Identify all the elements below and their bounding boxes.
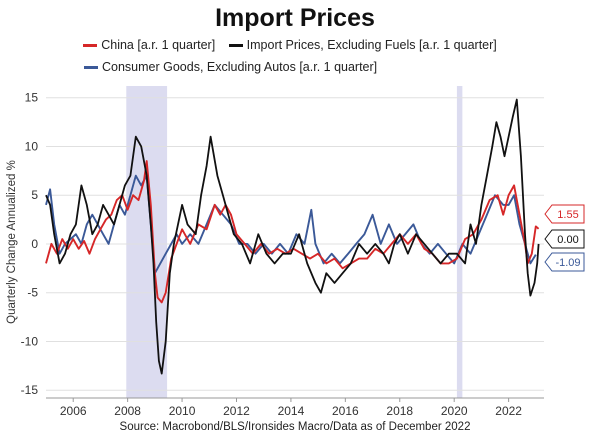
- y-tick-label--5: -5: [27, 286, 38, 300]
- legend-item-consumer-goods[interactable]: Consumer Goods, Excluding Autos [a.r. 1 …: [84, 60, 377, 74]
- end-label-text-2: -1.09: [555, 257, 580, 269]
- legend-swatch-import-prices: [228, 44, 243, 48]
- series-line-0: [45, 160, 540, 304]
- end-label-box-2: [544, 252, 585, 272]
- x-tick-label-2020: 2020: [441, 404, 468, 418]
- legend-item-import-prices[interactable]: Import Prices, Excluding Fuels [a.r. 1 q…: [228, 38, 497, 52]
- end-label-box-0: [544, 204, 585, 224]
- x-tick-label-2018: 2018: [386, 404, 413, 418]
- y-tick-label-10: 10: [25, 139, 39, 153]
- legend-item-china[interactable]: China [a.r. 1 quarter]: [83, 38, 215, 52]
- series-line-2: [45, 174, 537, 275]
- y-tick-label-0: 0: [31, 237, 38, 251]
- legend-row-1: China [a.r. 1 quarter] Import Prices, Ex…: [0, 38, 590, 52]
- x-tick-label-2022: 2022: [495, 404, 522, 418]
- y-tick-label--15: -15: [21, 383, 39, 397]
- y-axis-label: Quarterly Change Annualized %: [6, 160, 18, 324]
- legend-label-consumer-goods: Consumer Goods, Excluding Autos [a.r. 1 …: [102, 60, 378, 74]
- legend-row-2: Consumer Goods, Excluding Autos [a.r. 1 …: [84, 60, 387, 74]
- series-line-1: [45, 98, 540, 375]
- x-tick-label-2008: 2008: [114, 404, 141, 418]
- end-label-box-1: [544, 229, 585, 249]
- y-tick-label--10: -10: [21, 334, 39, 348]
- x-tick-label-2006: 2006: [60, 404, 87, 418]
- y-tick-label-5: 5: [31, 188, 38, 202]
- recession-band-1: [456, 86, 463, 398]
- x-tick-label-2014: 2014: [278, 404, 305, 418]
- end-label-text-1: 0.00: [557, 234, 578, 246]
- y-tick-label-15: 15: [25, 91, 39, 105]
- x-tick-label-2012: 2012: [223, 404, 250, 418]
- x-tick-label-2016: 2016: [332, 404, 359, 418]
- chart-title: Import Prices: [215, 4, 375, 32]
- legend-label-import-prices: Import Prices, Excluding Fuels [a.r. 1 q…: [246, 38, 497, 52]
- x-tick-label-2010: 2010: [169, 404, 196, 418]
- source-note: Source: Macrobond/BLS/Ironsides Macro/Da…: [119, 421, 471, 433]
- legend-swatch-consumer-goods: [84, 66, 98, 70]
- legend-swatch-china: [83, 44, 98, 48]
- end-label-text-0: 1.55: [557, 209, 578, 221]
- recession-band-0: [126, 86, 168, 398]
- legend-label-china: China [a.r. 1 quarter]: [101, 38, 216, 52]
